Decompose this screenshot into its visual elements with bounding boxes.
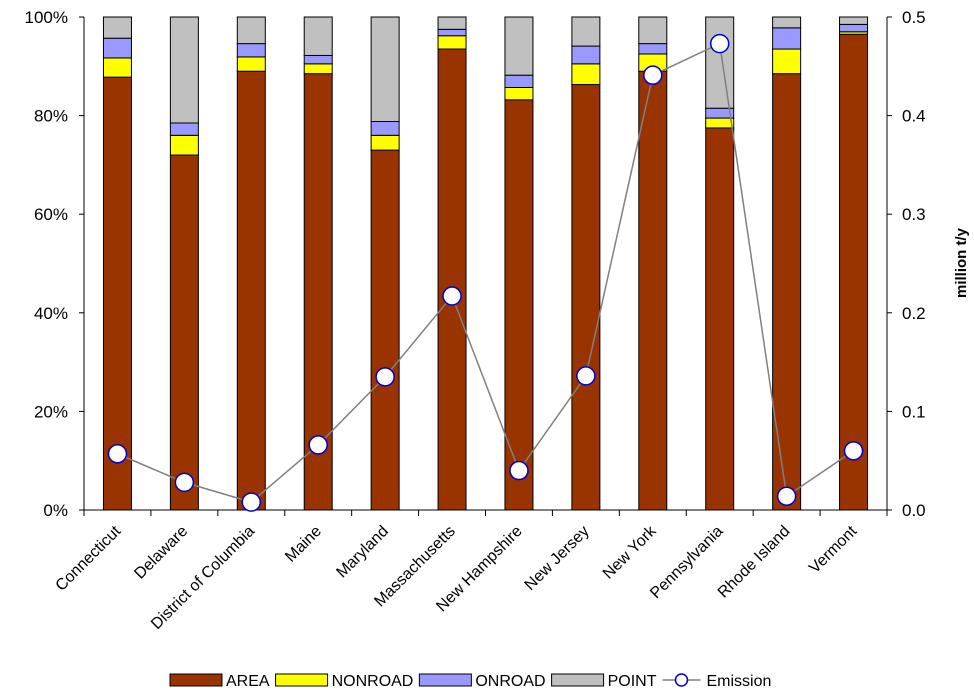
legend-label-point: POINT <box>608 673 657 690</box>
legend-swatch-nonroad <box>275 673 329 687</box>
bar-onroad-3 <box>303 54 333 65</box>
bar-area-8 <box>638 70 668 511</box>
bar-area-5 <box>437 48 467 511</box>
emission-point-11 <box>843 441 864 461</box>
bar-onroad-4 <box>370 121 400 136</box>
bar-point-9 <box>705 16 735 109</box>
right-tick-label-4: 0.4 <box>902 107 926 126</box>
right-axis-title: million t/y <box>953 227 970 298</box>
left-tick-label-5: 100% <box>25 8 68 27</box>
emission-point-10 <box>776 486 797 506</box>
bar-area-0 <box>102 76 132 511</box>
legend: AREA NONROAD ONROAD POINT Emission <box>169 673 771 690</box>
legend-marker-emission <box>674 673 689 687</box>
emission-point-0 <box>107 444 128 464</box>
bar-point-11 <box>839 16 869 25</box>
bar-nonroad-3 <box>303 63 333 75</box>
bar-onroad-10 <box>772 27 802 50</box>
emission-point-6 <box>509 460 529 481</box>
bar-area-1 <box>169 154 199 511</box>
bar-nonroad-0 <box>102 57 132 78</box>
legend-swatch-onroad <box>418 673 472 687</box>
bar-area-11 <box>839 33 869 511</box>
bar-onroad-6 <box>504 74 534 88</box>
category-label-7: New Jersey <box>522 523 593 594</box>
bar-nonroad-5 <box>437 35 467 50</box>
bar-onroad-1 <box>169 122 199 136</box>
bar-onroad-11 <box>839 23 869 33</box>
bar-onroad-5 <box>437 28 467 37</box>
left-tick-label-4: 80% <box>34 107 68 126</box>
emission-point-9 <box>709 33 730 54</box>
bar-onroad-0 <box>102 37 132 59</box>
bar-area-9 <box>705 127 735 511</box>
right-tick-label-2: 0.2 <box>902 304 926 323</box>
emission-point-8 <box>643 65 663 85</box>
bar-onroad-7 <box>571 45 601 65</box>
legend-label-nonroad: NONROAD <box>332 673 414 690</box>
bar-nonroad-4 <box>370 134 400 151</box>
bar-point-6 <box>504 16 534 76</box>
emission-point-3 <box>308 435 328 455</box>
bar-point-2 <box>236 16 266 45</box>
bars-group <box>102 16 869 511</box>
emission-point-5 <box>442 286 462 306</box>
bar-onroad-2 <box>236 43 266 58</box>
left-tick-label-0: 0% <box>43 501 68 520</box>
emission-point-1 <box>174 472 195 493</box>
right-tick-label-5: 0.5 <box>902 8 926 27</box>
bar-point-5 <box>437 16 467 30</box>
legend-label-emission: Emission <box>706 673 771 690</box>
bar-point-8 <box>638 16 668 45</box>
bar-point-0 <box>102 16 132 39</box>
right-tick-label-1: 0.1 <box>902 402 926 421</box>
legend-label-onroad: ONROAD <box>475 673 545 690</box>
bar-nonroad-9 <box>705 117 735 129</box>
bar-area-7 <box>571 84 601 511</box>
category-label-3: Maine <box>282 523 325 566</box>
bar-point-4 <box>370 16 400 123</box>
legend-swatch-point <box>551 673 605 687</box>
category-label-11: Vermont <box>806 522 861 577</box>
category-label-4: Maryland <box>333 523 392 582</box>
axes-group <box>79 16 892 516</box>
tick-labels: 0% 20% 40% 60% 80% 100% 0.0 0.1 0.2 0.3 0.4 0.5 <box>25 8 926 520</box>
bar-point-7 <box>571 16 601 47</box>
left-tick-label-2: 40% <box>34 304 68 323</box>
bar-nonroad-1 <box>169 134 199 156</box>
bar-area-2 <box>236 70 266 511</box>
legend-swatch-area <box>169 673 223 687</box>
right-tick-label-0: 0.0 <box>902 501 926 520</box>
bar-point-3 <box>303 16 333 56</box>
bar-point-1 <box>169 16 199 124</box>
category-label-0: Connecticut <box>53 522 125 594</box>
category-label-10: Rhode Island <box>715 523 794 602</box>
bar-nonroad-6 <box>504 86 534 101</box>
right-tick-label-3: 0.3 <box>902 205 926 224</box>
emission-point-7 <box>576 366 596 386</box>
bar-point-10 <box>772 16 802 29</box>
left-tick-label-1: 20% <box>34 402 68 421</box>
emission-line <box>117 42 854 503</box>
category-label-8: New York <box>600 522 661 583</box>
category-label-1: Delaware <box>131 523 191 583</box>
bar-nonroad-10 <box>772 48 802 75</box>
bar-nonroad-2 <box>236 56 266 72</box>
left-tick-label-3: 60% <box>34 205 68 224</box>
bar-nonroad-7 <box>571 63 601 86</box>
legend-label-area: AREA <box>226 673 270 690</box>
emission-point-2 <box>241 492 262 512</box>
emission-point-4 <box>375 367 395 387</box>
bar-area-4 <box>370 149 400 511</box>
emission-line-group <box>107 33 864 512</box>
bar-area-6 <box>504 99 534 511</box>
bar-onroad-8 <box>638 43 668 55</box>
bar-area-10 <box>772 73 802 511</box>
